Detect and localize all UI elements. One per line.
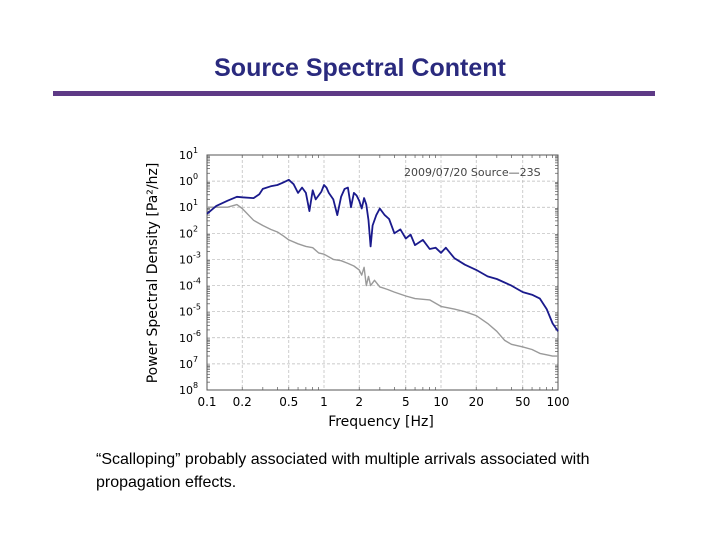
y-tick-exponent: -5 <box>193 303 201 312</box>
y-tick-exponent: 1 <box>193 146 198 155</box>
y-tick-label: 10 <box>179 384 193 397</box>
series-signal-line <box>206 178 559 332</box>
chart-background <box>140 145 570 435</box>
y-tick-exponent: -4 <box>193 277 201 286</box>
title-divider <box>53 91 655 96</box>
x-tick-label: 0.5 <box>279 395 298 409</box>
y-tick-exponent: -6 <box>193 329 201 338</box>
x-tick-label: 1 <box>320 395 328 409</box>
y-tick-label: 10 <box>179 149 193 162</box>
x-tick-label: 5 <box>402 395 410 409</box>
y-tick-label: 10 <box>179 280 193 293</box>
series-layer <box>206 178 559 357</box>
y-tick-exponent: 2 <box>193 224 198 233</box>
x-tick-label: 0.2 <box>233 395 252 409</box>
x-tick-label: 2 <box>355 395 363 409</box>
y-tick-exponent: 0 <box>193 172 198 181</box>
y-tick-label: 10 <box>179 358 193 371</box>
x-axis-label: Frequency [Hz] <box>328 414 434 430</box>
y-axis-label: Power Spectral Density [Pa²/hz] <box>145 163 161 384</box>
spectral-chart: 0.1 0.2 0.5 1 2 5 10 20 50 100 10 1 10 0 10 1 10 2 10 -3 10… <box>140 145 570 435</box>
x-tick-label: 10 <box>433 395 448 409</box>
y-tick-exponent: 8 <box>193 381 198 390</box>
x-ticks: 0.1 0.2 0.5 1 2 5 10 20 50 100 <box>197 395 569 409</box>
y-tick-label: 10 <box>179 227 193 240</box>
y-tick-exponent: -3 <box>193 250 201 259</box>
x-tick-label: 50 <box>515 395 530 409</box>
y-tick-label: 10 <box>179 253 193 266</box>
x-tick-label: 100 <box>547 395 570 409</box>
y-tick-exponent: 7 <box>193 355 198 364</box>
series-noise-line <box>207 203 558 357</box>
x-tick-label: 0.1 <box>197 395 216 409</box>
y-ticks: 10 110 010 110 210 -310 -410 -510 -610 710 8 <box>179 146 201 397</box>
y-tick-label: 10 <box>179 201 193 214</box>
slide-title: Source Spectral Content <box>214 54 506 82</box>
y-tick-exponent: 1 <box>193 198 198 207</box>
y-tick-label: 10 <box>179 175 193 188</box>
y-tick-label: 10 <box>179 306 193 319</box>
x-tick-label: 20 <box>469 395 484 409</box>
chart-title: 2009/07/20 Source—23S <box>404 166 541 179</box>
y-tick-label: 10 <box>179 332 193 345</box>
chart-svg: 0.1 0.2 0.5 1 2 5 10 20 50 100 10 110 010 110 210 -310… <box>140 145 570 435</box>
plot-frame <box>206 154 559 391</box>
slide-caption: “Scalloping” probably associated with mu… <box>96 451 590 491</box>
